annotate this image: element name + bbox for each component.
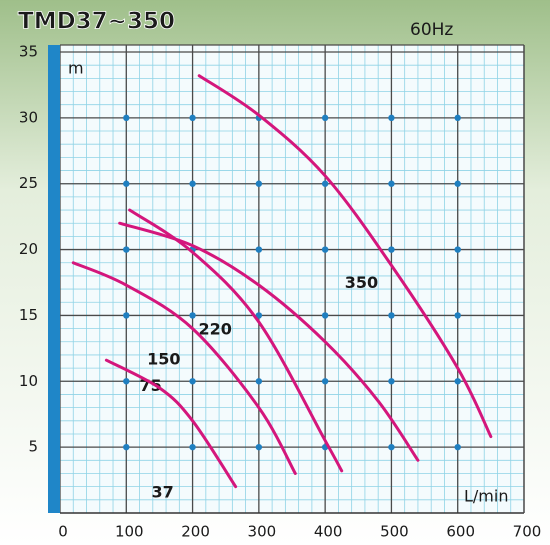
- y-tick-label: 20: [19, 240, 38, 258]
- chart-subtitle: 60Hz: [410, 20, 453, 40]
- y-tick-label: 30: [19, 108, 38, 126]
- grid-dot: [123, 312, 130, 319]
- grid-dot: [123, 114, 130, 122]
- grid-dot: [123, 443, 130, 451]
- y-tick-label: 5: [28, 438, 38, 456]
- grid-dot: [388, 312, 395, 319]
- y-axis-label: m: [68, 59, 84, 78]
- line-series: [71, 261, 297, 475]
- y-tick-label: 15: [19, 306, 38, 324]
- grid-dot: [321, 246, 329, 253]
- grid-dot: [255, 378, 263, 385]
- y-tick-label: 10: [19, 372, 38, 390]
- grid-dot: [123, 378, 130, 385]
- major-grid: [59, 45, 525, 513]
- y-tick-label: 35: [19, 43, 38, 61]
- grid-dot: [189, 312, 196, 319]
- grid-dot: [388, 378, 395, 385]
- x-tick-label: 700: [513, 523, 542, 541]
- x-axis-label: L/min: [464, 487, 508, 506]
- grid-dot: [255, 312, 263, 319]
- grid-dot: [388, 443, 395, 451]
- series-label: 350: [345, 273, 378, 292]
- x-tick-label: 400: [314, 523, 343, 541]
- grid-dot: [454, 246, 461, 253]
- grid-dot: [123, 180, 130, 187]
- grid-dot: [454, 378, 461, 385]
- grid-dot: [189, 114, 196, 122]
- series-label: 220: [198, 319, 231, 338]
- grid-dot: [454, 180, 461, 187]
- grid-dot: [321, 114, 329, 122]
- grid-dot: [189, 378, 196, 385]
- grid-dot: [189, 443, 196, 451]
- grid-dot: [388, 246, 395, 253]
- x-tick-label: 300: [248, 523, 277, 541]
- grid-dot: [454, 114, 461, 122]
- grid-dot: [255, 246, 263, 253]
- series-label: 150: [147, 350, 180, 369]
- grid-dot: [388, 180, 395, 187]
- x-tick-label: 100: [115, 523, 144, 541]
- grid-dot: [123, 246, 130, 253]
- line-series: [118, 221, 420, 462]
- x-tick-label: 600: [446, 523, 475, 541]
- chart-title: TMD37~350: [18, 9, 175, 35]
- grid-dot: [255, 443, 263, 451]
- x-tick-label: 200: [181, 523, 210, 541]
- axis-bar: [48, 45, 60, 513]
- grid-dot: [321, 312, 329, 319]
- plot-area: [60, 45, 524, 513]
- grid-dot: [321, 378, 329, 385]
- series-label: 37: [151, 482, 173, 501]
- line-series: [104, 358, 238, 489]
- grid-dot: [388, 114, 395, 122]
- grid-dot: [189, 180, 196, 187]
- x-tick-label: 500: [380, 523, 409, 541]
- grid-dot: [454, 312, 461, 319]
- line-series: [128, 208, 344, 473]
- grid-dot: [454, 443, 461, 451]
- grid-dot: [255, 180, 263, 187]
- x-tick-label: 0: [58, 523, 68, 541]
- grid-dot: [321, 180, 329, 187]
- y-tick-label: 25: [19, 174, 38, 192]
- line-series: [197, 74, 493, 439]
